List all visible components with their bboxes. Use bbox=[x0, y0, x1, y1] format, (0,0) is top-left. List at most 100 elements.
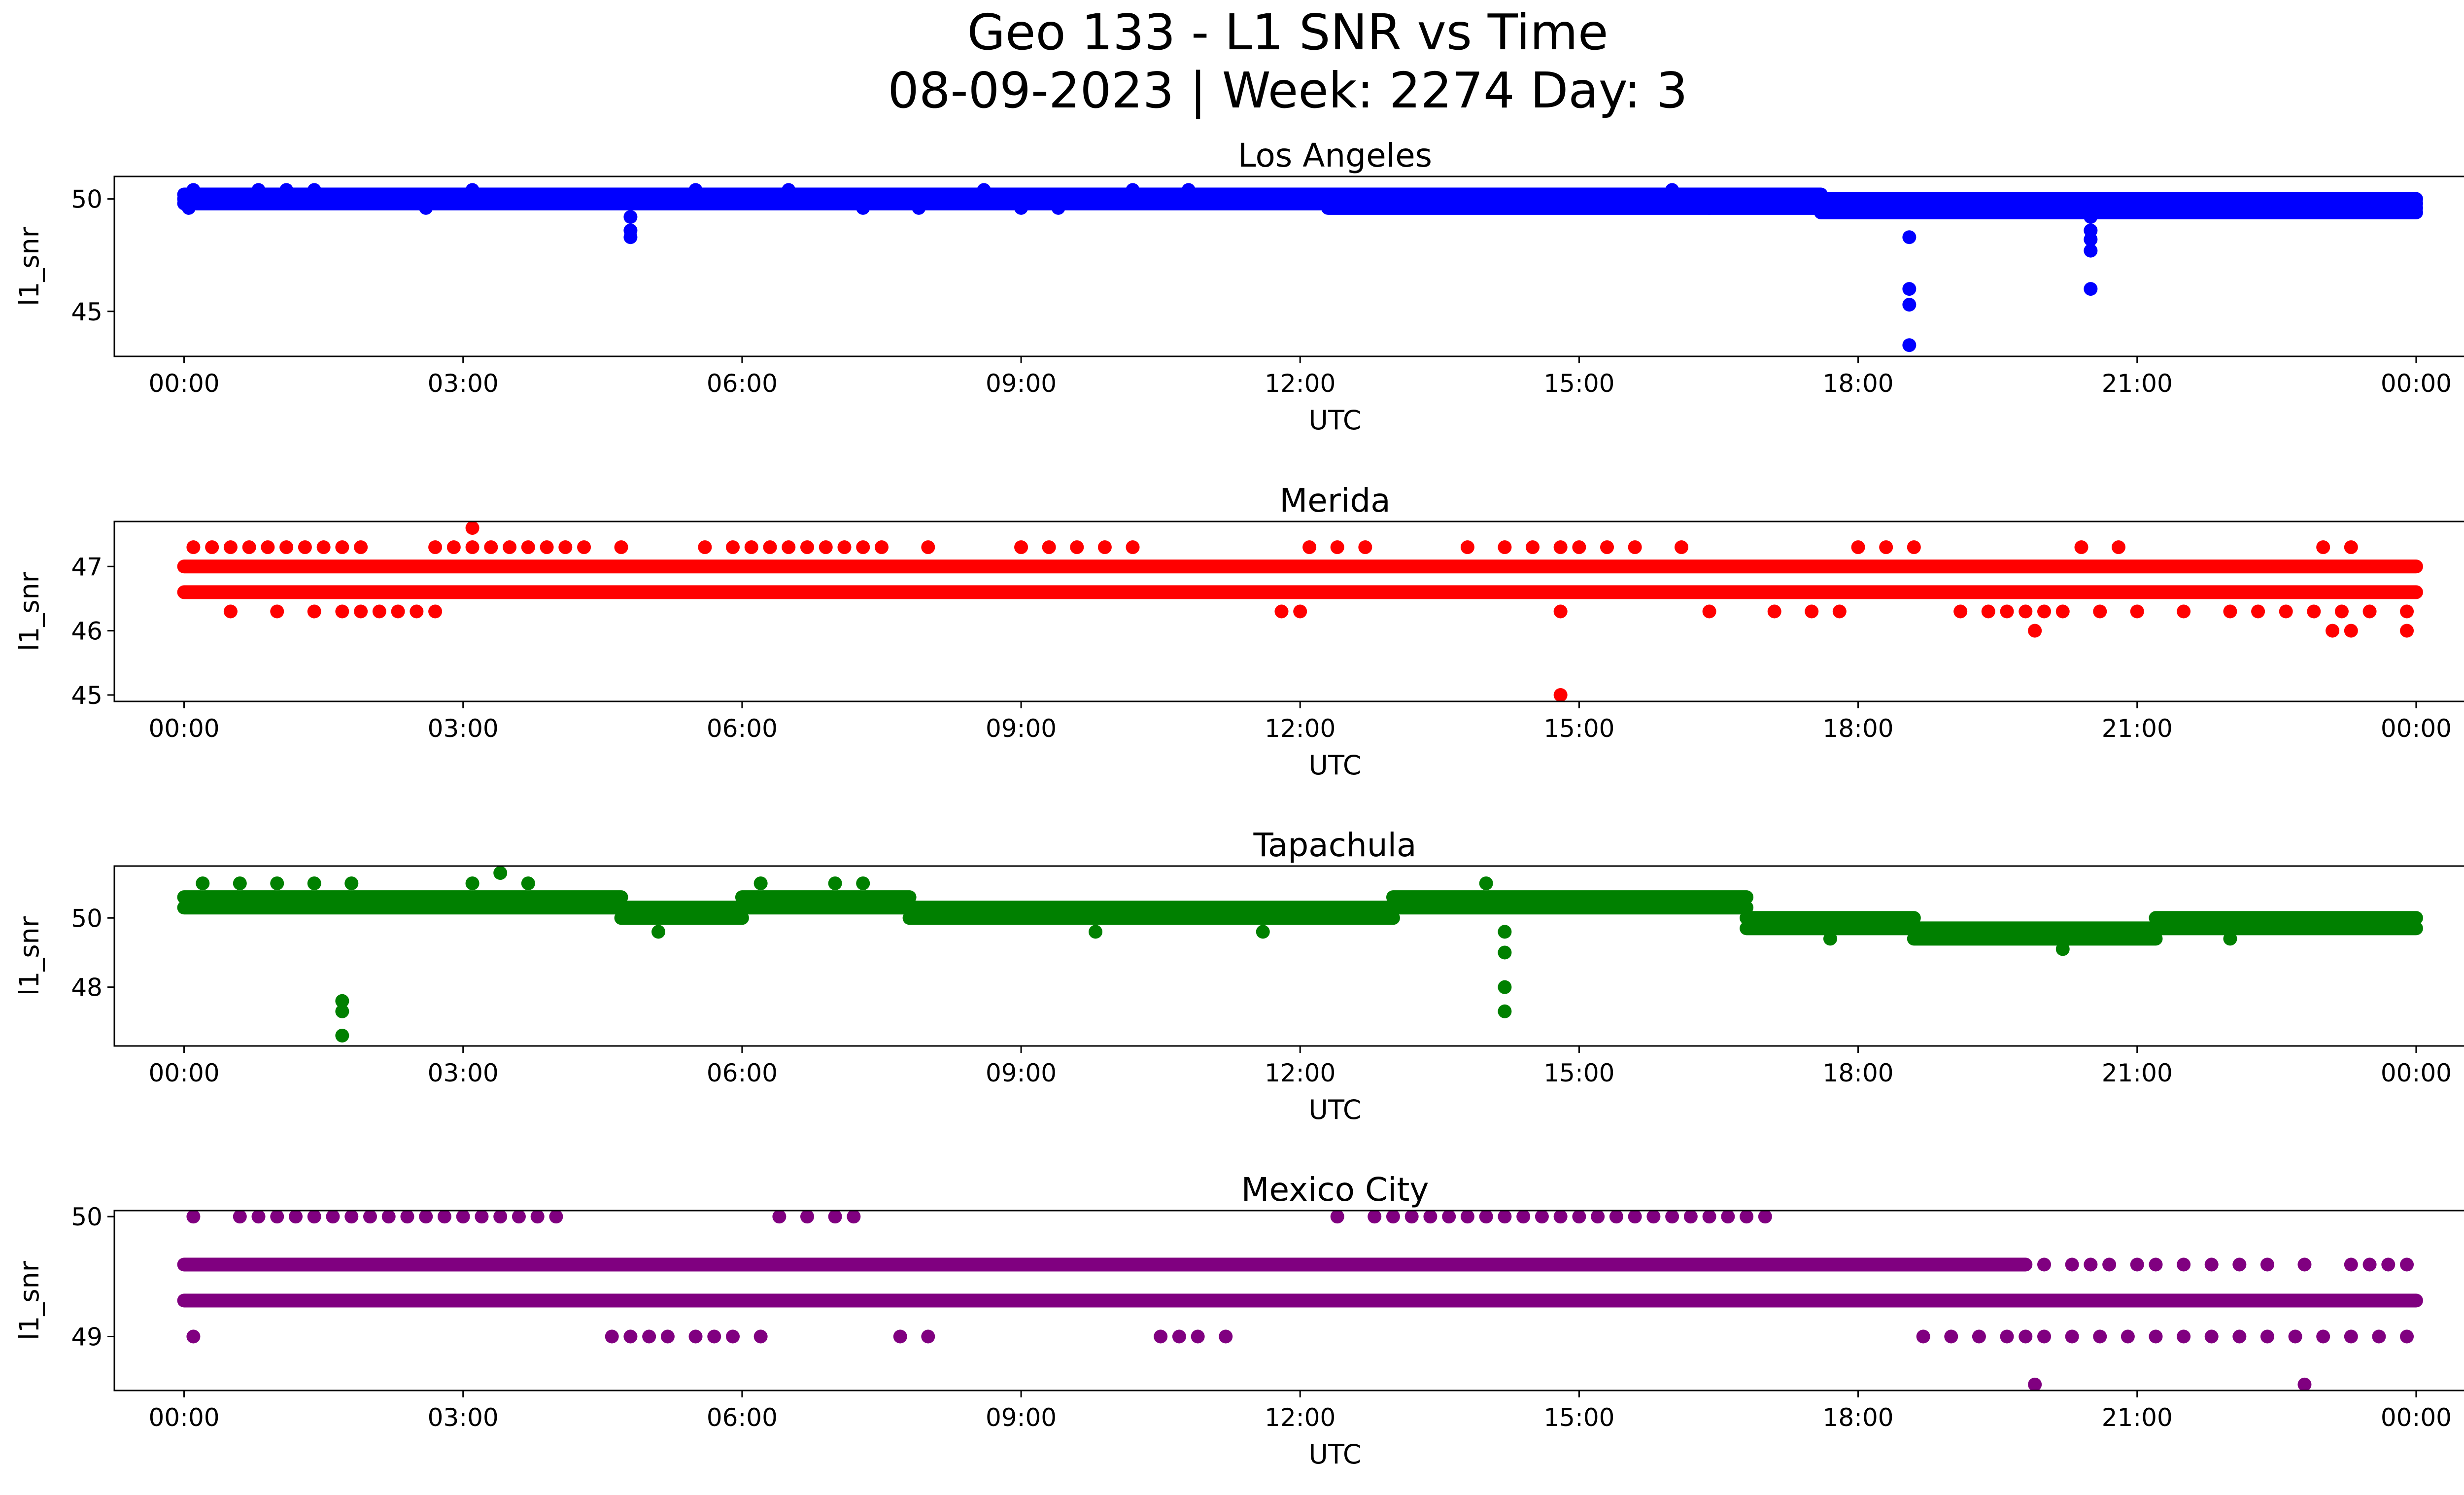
data-point bbox=[2055, 942, 2070, 956]
data-point bbox=[2372, 206, 2386, 219]
data-point bbox=[1479, 1211, 1493, 1224]
data-point bbox=[1628, 540, 1642, 555]
data-point bbox=[2344, 1329, 2358, 1344]
data-point bbox=[2065, 1257, 2079, 1272]
data-point bbox=[1089, 925, 1103, 939]
data-point bbox=[1293, 604, 1307, 619]
data-point bbox=[428, 540, 443, 555]
data-point bbox=[307, 183, 321, 197]
data-point bbox=[577, 540, 591, 555]
y-tick-label: 45 bbox=[71, 681, 103, 710]
data-point bbox=[623, 210, 638, 224]
x-tick-label: 09:00 bbox=[986, 1059, 1057, 1087]
x-tick-label: 09:00 bbox=[986, 714, 1057, 743]
y-axis-label: l1_snr bbox=[14, 571, 45, 651]
y-axis-label: l1_snr bbox=[14, 226, 45, 306]
subplot-tapachula: Tapachula 00:00 03:00 06:00 09:00 12:00 15:00 1… bbox=[14, 826, 2464, 1125]
x-axis-label: UTC bbox=[1308, 1094, 1361, 1125]
data-point bbox=[2297, 1257, 2312, 1272]
data-point bbox=[874, 540, 889, 555]
data-point bbox=[372, 604, 386, 619]
axes-frame bbox=[113, 521, 2464, 702]
data-point bbox=[2074, 540, 2088, 555]
subplot-title: Los Angeles bbox=[1238, 137, 1432, 174]
data-point bbox=[2084, 282, 2098, 296]
data-point bbox=[1126, 183, 1140, 197]
data-point bbox=[1498, 925, 1512, 939]
data-point bbox=[493, 866, 508, 880]
data-point bbox=[1902, 230, 1916, 244]
subplot-los-angeles: Los Angeles 00:00 03:00 06:00 09:00 12:00 15:0… bbox=[14, 137, 2464, 436]
data-point bbox=[186, 540, 201, 555]
data-point bbox=[2251, 604, 2265, 619]
data-point bbox=[2260, 1329, 2274, 1344]
data-point bbox=[1097, 540, 1112, 555]
data-point bbox=[2204, 1329, 2219, 1344]
subplot-title: Mexico City bbox=[1241, 1171, 1429, 1209]
x-tick-label: 12:00 bbox=[1265, 1059, 1335, 1087]
data-point bbox=[2260, 1257, 2274, 1272]
x-tick-label: 03:00 bbox=[428, 1403, 499, 1432]
data-point bbox=[893, 1329, 907, 1344]
data-point bbox=[772, 1211, 787, 1224]
data-point bbox=[456, 1211, 470, 1224]
data-point bbox=[2400, 604, 2414, 619]
data-point bbox=[549, 1211, 563, 1224]
data-point bbox=[1683, 1211, 1698, 1224]
data-point bbox=[1628, 1211, 1642, 1224]
data-point bbox=[475, 1211, 489, 1224]
data-point bbox=[1498, 945, 1512, 960]
data-point bbox=[2326, 624, 2340, 638]
x-tick-label: 00:00 bbox=[2381, 1403, 2452, 1432]
data-point bbox=[223, 540, 238, 555]
data-point bbox=[2084, 1257, 2098, 1272]
data-point bbox=[2223, 932, 2237, 946]
data-point bbox=[2019, 604, 2033, 619]
axes-frame bbox=[113, 1210, 2464, 1391]
data-point bbox=[2084, 232, 2098, 246]
data-point bbox=[1386, 1211, 1400, 1224]
data-points bbox=[177, 866, 2423, 1043]
data-point bbox=[1553, 688, 1568, 701]
data-point bbox=[1172, 1329, 1186, 1344]
data-point bbox=[828, 1211, 842, 1224]
data-point bbox=[977, 183, 991, 197]
data-point bbox=[186, 1329, 201, 1344]
data-point bbox=[1591, 1211, 1605, 1224]
data-point bbox=[1832, 604, 1847, 619]
x-tick-label: 09:00 bbox=[986, 1403, 1057, 1432]
x-tick-label: 21:00 bbox=[2102, 714, 2173, 743]
data-point bbox=[1014, 201, 1028, 215]
data-point bbox=[1498, 1004, 1512, 1018]
data-point bbox=[2111, 540, 2125, 555]
data-point bbox=[289, 1211, 303, 1224]
data-point bbox=[196, 876, 210, 891]
y-tick-label: 46 bbox=[71, 617, 103, 646]
data-point bbox=[1154, 1329, 1168, 1344]
x-tick-label: 06:00 bbox=[707, 369, 778, 398]
data-point bbox=[1330, 540, 1344, 555]
data-point bbox=[344, 876, 359, 891]
data-point bbox=[1553, 1211, 1568, 1224]
data-point bbox=[1702, 1211, 1716, 1224]
data-point bbox=[2297, 1377, 2312, 1391]
data-point bbox=[270, 876, 284, 891]
data-point bbox=[651, 925, 666, 939]
data-point bbox=[1902, 282, 1916, 296]
data-point bbox=[614, 540, 628, 555]
data-point bbox=[1070, 540, 1084, 555]
data-point bbox=[2084, 243, 2098, 258]
data-point bbox=[344, 1211, 359, 1224]
x-tick-label: 21:00 bbox=[2102, 1059, 2173, 1087]
x-tick-label: 18:00 bbox=[1823, 714, 1894, 743]
data-point bbox=[2307, 604, 2321, 619]
data-point bbox=[2381, 1257, 2396, 1272]
data-point bbox=[763, 540, 777, 555]
x-tick-label: 06:00 bbox=[707, 1403, 778, 1432]
data-point bbox=[2019, 1329, 2033, 1344]
data-point bbox=[279, 540, 294, 555]
data-point bbox=[558, 540, 573, 555]
data-point bbox=[2028, 624, 2042, 638]
data-point bbox=[465, 183, 479, 197]
